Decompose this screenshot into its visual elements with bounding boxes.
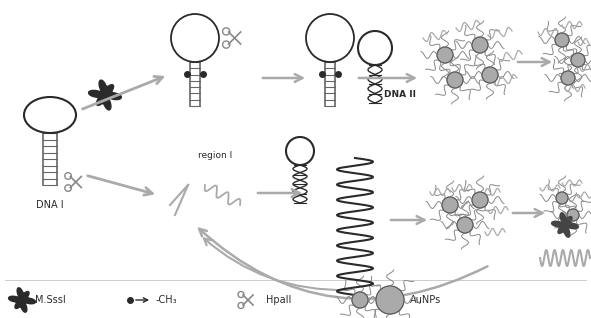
FancyArrowPatch shape	[263, 74, 303, 82]
Text: HpaII: HpaII	[266, 295, 291, 305]
Text: DNA II: DNA II	[384, 90, 416, 99]
Text: -CH₃: -CH₃	[156, 295, 178, 305]
Circle shape	[376, 286, 404, 314]
Circle shape	[561, 71, 575, 85]
FancyArrowPatch shape	[199, 229, 488, 299]
FancyArrowPatch shape	[513, 209, 543, 217]
Polygon shape	[8, 288, 35, 312]
Polygon shape	[89, 80, 121, 110]
Circle shape	[556, 192, 568, 204]
Text: M.SssI: M.SssI	[35, 295, 66, 305]
Circle shape	[567, 209, 579, 221]
FancyArrowPatch shape	[518, 58, 550, 66]
Circle shape	[571, 53, 585, 67]
Polygon shape	[551, 213, 579, 237]
Circle shape	[442, 197, 458, 213]
FancyArrowPatch shape	[391, 216, 424, 224]
FancyArrowPatch shape	[359, 74, 414, 82]
Circle shape	[482, 67, 498, 83]
Circle shape	[437, 47, 453, 63]
FancyArrowPatch shape	[258, 189, 300, 197]
Circle shape	[555, 33, 569, 47]
FancyArrowPatch shape	[87, 176, 152, 195]
Text: AuNPs: AuNPs	[410, 295, 441, 305]
FancyArrowPatch shape	[83, 76, 163, 109]
Circle shape	[472, 37, 488, 53]
Text: region I: region I	[198, 151, 232, 160]
FancyArrowPatch shape	[136, 298, 148, 302]
Circle shape	[472, 192, 488, 208]
Text: DNA I: DNA I	[36, 200, 64, 210]
FancyArrowPatch shape	[204, 238, 348, 290]
Circle shape	[352, 292, 368, 308]
Circle shape	[457, 217, 473, 233]
Circle shape	[447, 72, 463, 88]
